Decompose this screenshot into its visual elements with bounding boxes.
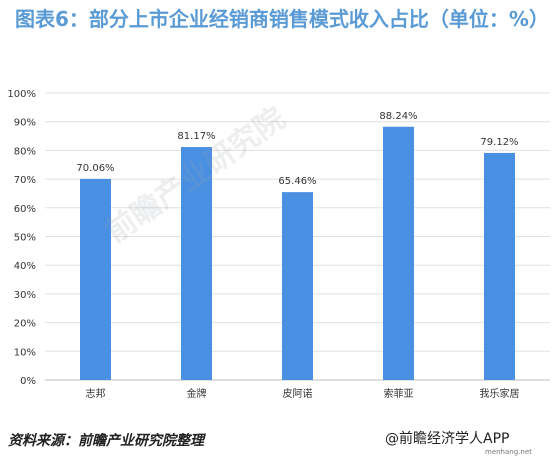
data-label: 88.24% [379, 111, 417, 122]
data-label: 81.17% [177, 131, 215, 142]
bars [80, 126, 515, 381]
y-axis-ticks: 0% 10% 20% 30% 40% 50% 60% 70% 80% 90% 100% [7, 89, 36, 387]
bar [484, 152, 515, 380]
x-axis-labels: 志邦 金牌 皮阿诺 索菲亚 我乐家居 [86, 387, 520, 400]
x-tick-label: 志邦 [86, 387, 106, 400]
brand-logo: @前瞻经济学人APP menhang.net [385, 428, 532, 456]
y-tick-label: 100% [7, 89, 36, 100]
y-tick-label: 30% [14, 290, 36, 301]
brand-sub: menhang.net [485, 448, 532, 456]
bar [282, 192, 313, 380]
y-tick-label: 70% [14, 175, 36, 186]
y-tick-label: 60% [14, 204, 36, 215]
data-label: 65.46% [278, 176, 316, 187]
chart-title: 图表6：部分上市企业经销商销售模式收入占比（单位：%） [15, 7, 549, 31]
data-label: 79.12% [480, 137, 518, 148]
y-tick-label: 80% [14, 146, 36, 157]
x-tick-label: 皮阿诺 [283, 387, 313, 400]
x-tick-label: 我乐家居 [480, 387, 520, 400]
y-tick-label: 40% [14, 261, 36, 272]
y-tick-label: 0% [20, 376, 36, 387]
brand-text: @前瞻经济学人APP [385, 431, 510, 447]
bar [181, 147, 212, 380]
bar [80, 178, 111, 380]
bar [383, 126, 414, 381]
source-note: 资料来源：前瞻产业研究院整理 [8, 433, 204, 449]
x-tick-label: 索菲亚 [384, 387, 414, 400]
y-tick-label: 50% [14, 233, 36, 244]
y-tick-label: 20% [14, 319, 36, 330]
value-labels: 70.06% 81.17% 65.46% 88.24% 79.12% [76, 111, 518, 187]
x-tick-label: 金牌 [187, 387, 207, 400]
y-tick-label: 90% [14, 118, 36, 129]
data-label: 70.06% [76, 163, 114, 174]
y-tick-label: 10% [14, 347, 36, 358]
